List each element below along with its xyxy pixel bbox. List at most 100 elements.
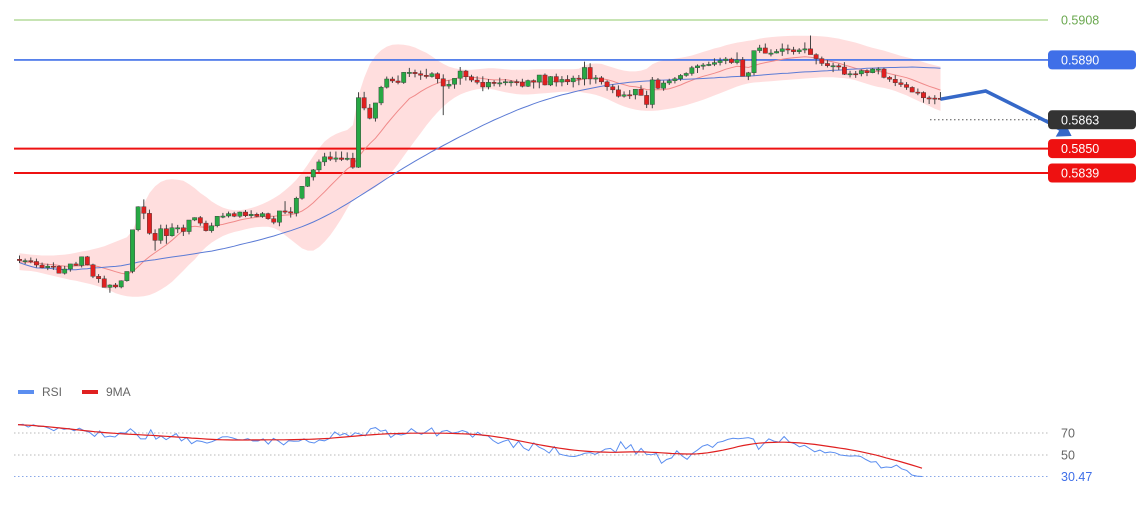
candlestick-series — [17, 35, 943, 293]
candle — [316, 159, 322, 173]
candle — [96, 274, 102, 283]
candle — [79, 256, 85, 268]
candle — [39, 262, 45, 269]
candle-body-down — [531, 80, 537, 83]
legend-swatch-rsi — [18, 390, 34, 394]
legend-swatch-9ma — [82, 390, 98, 394]
slow-moving-average-line — [19, 66, 941, 271]
candle — [825, 59, 830, 68]
candle-body-up — [158, 228, 164, 241]
rsi-guide-label: 70 — [1061, 427, 1075, 441]
level-tag-resistance — [1048, 50, 1136, 70]
candle — [186, 219, 192, 235]
candle — [51, 262, 56, 270]
candle — [271, 216, 277, 225]
candle-body-down — [390, 78, 395, 82]
candle-body-up — [672, 78, 678, 81]
candle-body-up — [22, 260, 28, 262]
candle — [661, 80, 667, 91]
candle-body-up — [333, 157, 339, 160]
candle-body-down — [909, 87, 915, 93]
candle-body-up — [135, 206, 141, 230]
candle — [130, 229, 135, 274]
candle — [836, 63, 842, 71]
candle — [932, 95, 938, 105]
candle-body-down — [915, 91, 921, 94]
candle — [892, 75, 898, 87]
candle-body-up — [548, 76, 554, 86]
candle-body-down — [644, 95, 650, 105]
candle-body-up — [700, 64, 706, 67]
candle-body-up — [486, 82, 491, 88]
candle — [90, 263, 96, 279]
candle-body-up — [226, 213, 231, 217]
candle — [706, 61, 712, 67]
candle-body-down — [921, 92, 926, 99]
candle — [141, 199, 147, 220]
candle — [638, 85, 644, 96]
level-tag-support-1 — [1048, 139, 1136, 159]
candle — [457, 67, 463, 85]
projection-path — [940, 89, 1066, 134]
candle-body-up — [875, 68, 881, 71]
candle-body-down — [898, 82, 904, 85]
candle — [570, 75, 576, 88]
candle-body-down — [39, 264, 45, 268]
candle — [423, 68, 429, 79]
candle — [412, 69, 418, 78]
candle — [531, 79, 537, 89]
candle — [277, 210, 282, 227]
candle — [367, 104, 373, 120]
candle-body-up — [858, 70, 864, 75]
candle — [152, 229, 158, 251]
candle — [310, 169, 316, 181]
candle-body-down — [610, 86, 616, 91]
candle — [683, 72, 689, 77]
candle — [231, 211, 237, 218]
candle-body-down — [853, 73, 859, 76]
candle — [322, 152, 327, 166]
candle-body-up — [683, 73, 689, 76]
candle-body-up — [67, 263, 73, 270]
candle-body-up — [107, 284, 113, 288]
candle-body-down — [542, 74, 548, 86]
candle — [446, 80, 452, 89]
candle-body-down — [864, 70, 870, 73]
candle-body-down — [729, 58, 734, 63]
candle — [751, 50, 757, 76]
candle-body-up — [186, 219, 192, 232]
candle-body-up — [401, 72, 407, 83]
candle-body-down — [271, 218, 277, 223]
candle-body-down — [627, 94, 633, 97]
candle-body-up — [373, 102, 378, 119]
candle-body-up — [734, 59, 740, 63]
rsi-guide-label: 30.47 — [1061, 470, 1092, 484]
candle — [519, 78, 525, 88]
bollinger-band-fill — [19, 35, 941, 297]
candle — [802, 42, 808, 54]
level-label-resistance: 0.5890 — [1061, 53, 1099, 67]
candle — [898, 78, 904, 87]
candle — [729, 57, 734, 64]
candle — [689, 65, 695, 76]
candle-body-down — [243, 211, 248, 216]
candle — [582, 61, 587, 86]
candle-body-down — [469, 76, 474, 81]
candle-body-down — [587, 67, 593, 80]
candle-body-up — [525, 80, 531, 87]
candle-body-down — [282, 210, 288, 213]
bollinger-band-layer — [19, 35, 941, 297]
candle — [548, 76, 554, 87]
candle-body-down — [638, 88, 644, 96]
candle-body-down — [785, 48, 791, 51]
candle — [508, 80, 514, 87]
candle — [734, 52, 740, 65]
candle-body-up — [847, 73, 853, 76]
candle — [604, 80, 610, 91]
candle-body-up — [830, 65, 836, 68]
candle-body-up — [695, 65, 700, 68]
candle — [237, 211, 243, 218]
candle-body-down — [842, 66, 847, 75]
candle-body-down — [288, 211, 294, 214]
